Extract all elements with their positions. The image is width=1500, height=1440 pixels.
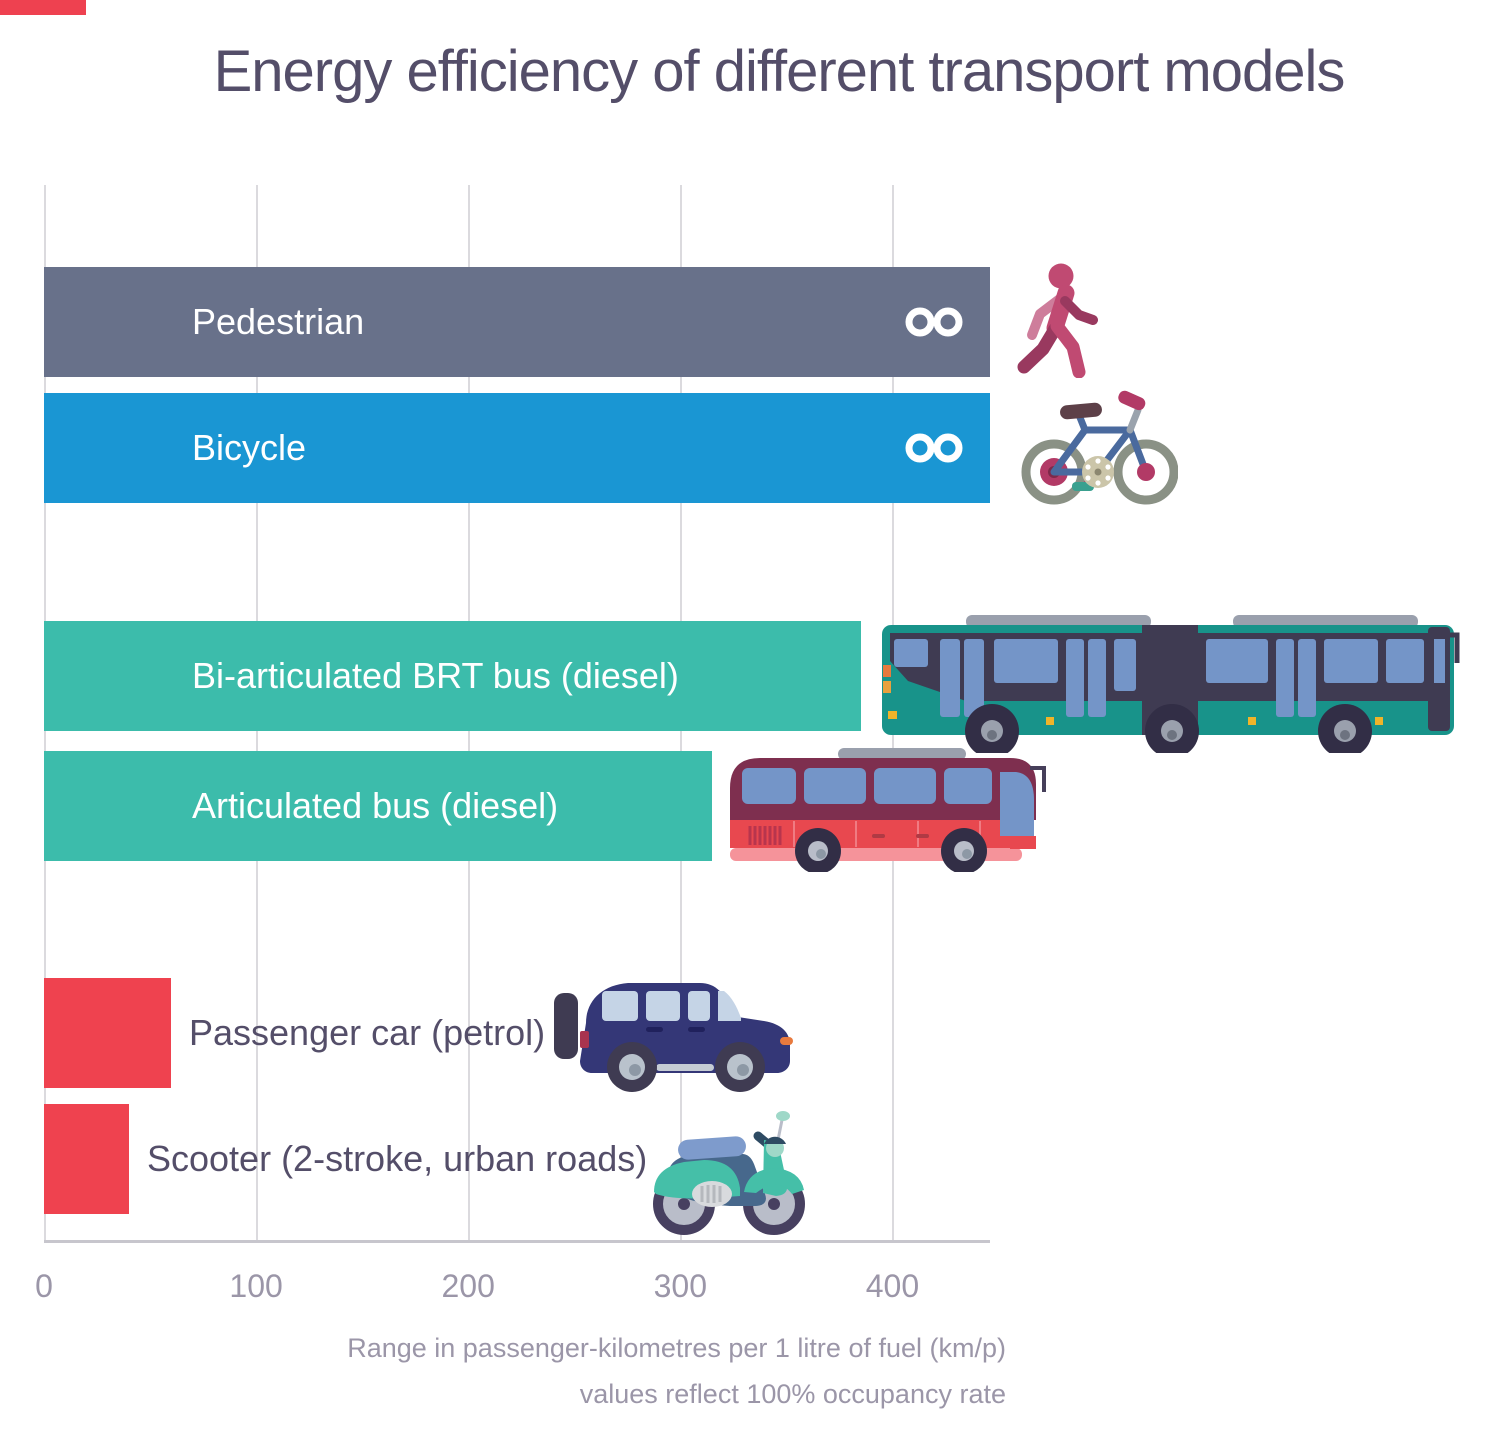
scooter-icon bbox=[646, 1098, 808, 1236]
bar-label: Passenger car (petrol) bbox=[189, 1012, 546, 1053]
x-tick-label: 400 bbox=[865, 1268, 920, 1304]
bar-articulated-bus: Articulated bus (diesel) bbox=[44, 751, 712, 861]
chart-title: Energy efficiency of different transport… bbox=[213, 39, 1346, 104]
axis-caption: Range in passenger-kilometres per 1 litr… bbox=[347, 1326, 1006, 1418]
bar-bicycle: Bicycle bbox=[44, 393, 990, 503]
x-tick-label: 100 bbox=[229, 1268, 283, 1304]
bar-label: Scooter (2-stroke, urban roads) bbox=[147, 1138, 648, 1179]
brt-bus-icon bbox=[878, 613, 1464, 753]
bar-label: Bicycle bbox=[192, 427, 307, 468]
x-tick-label: 300 bbox=[653, 1268, 707, 1304]
pedestrian-icon bbox=[1016, 262, 1098, 378]
bar-brt-bus: Bi-articulated BRT bus (diesel) bbox=[44, 621, 861, 731]
infinity-icon bbox=[905, 433, 963, 463]
bar-label: Pedestrian bbox=[192, 301, 365, 342]
plot-area: Pedestrian Bicycle Bi-articulated BRT bus … bbox=[44, 185, 990, 1243]
bar-scooter bbox=[44, 1104, 129, 1214]
bar-passenger-car bbox=[44, 978, 171, 1088]
bar-label: Bi-articulated BRT bus (diesel) bbox=[192, 655, 679, 696]
x-tick-label: 200 bbox=[441, 1268, 495, 1304]
occupancy-note: values reflect 100% occupancy rate bbox=[579, 1378, 1006, 1409]
bar-pedestrian: Pedestrian bbox=[44, 267, 990, 377]
passenger-car-icon bbox=[552, 963, 797, 1093]
corner-marker bbox=[0, 0, 86, 15]
bicycle-icon bbox=[1020, 386, 1178, 510]
x-axis-label: Range in passenger-kilometres per 1 litr… bbox=[347, 1333, 1006, 1363]
x-tick-label: 0 bbox=[35, 1268, 53, 1304]
articulated-bus-icon bbox=[726, 748, 1048, 872]
infinity-icon bbox=[905, 307, 963, 337]
bar-label: Articulated bus (diesel) bbox=[192, 785, 559, 826]
